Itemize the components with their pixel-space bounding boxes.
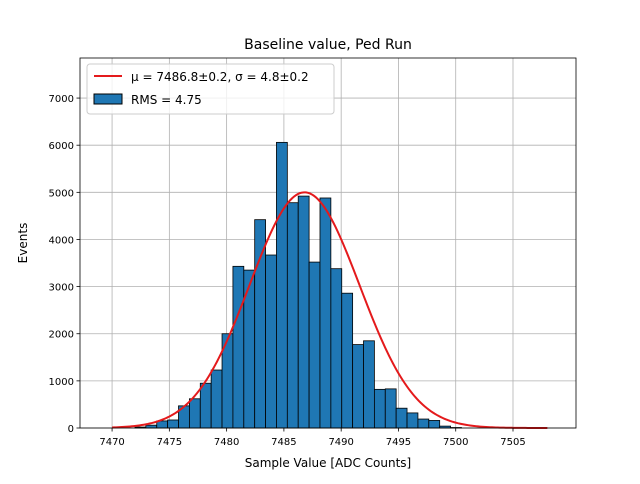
histogram-bar: [385, 389, 396, 428]
x-tick-label: 7505: [500, 437, 525, 448]
x-tick-label: 7485: [271, 437, 296, 448]
legend-fit-label: μ = 7486.8±0.2, σ = 4.8±0.2: [131, 70, 309, 84]
histogram-bar: [266, 255, 277, 428]
x-tick-label: 7495: [386, 437, 411, 448]
y-tick-label: 7000: [49, 94, 74, 105]
legend-histogram-label: RMS = 4.75: [131, 93, 202, 107]
histogram-bar: [407, 413, 418, 428]
histogram-bar: [211, 370, 222, 428]
histogram-bar: [298, 196, 309, 428]
histogram-bar: [189, 399, 200, 428]
histogram-bar: [396, 408, 407, 428]
y-tick-label: 4000: [49, 235, 74, 246]
y-tick-label: 3000: [49, 283, 74, 294]
histogram-bar: [287, 203, 298, 428]
histogram-bar: [364, 341, 375, 428]
y-tick-label: 6000: [49, 141, 74, 152]
histogram-bar: [276, 142, 287, 428]
histogram-bar: [233, 266, 244, 428]
x-tick-label: 7500: [443, 437, 468, 448]
y-tick-label: 5000: [49, 188, 74, 199]
histogram-bar: [374, 389, 385, 428]
x-tick-label: 7490: [328, 437, 353, 448]
x-axis-label: Sample Value [ADC Counts]: [245, 456, 411, 470]
y-tick-label: 0: [68, 424, 74, 435]
histogram-bar: [353, 345, 364, 428]
histogram-bar: [309, 262, 320, 428]
chart-title: Baseline value, Ped Run: [244, 37, 412, 53]
y-tick-label: 1000: [49, 377, 74, 388]
histogram-bar: [320, 198, 331, 428]
y-axis-label: Events: [16, 223, 30, 264]
legend: μ = 7486.8±0.2, σ = 4.8±0.2 RMS = 4.75: [87, 64, 334, 114]
histogram-bar: [168, 420, 179, 428]
histogram-bar: [331, 269, 342, 428]
histogram-bar: [418, 419, 429, 428]
x-tick-label: 7470: [99, 437, 124, 448]
x-tick-label: 7480: [214, 437, 239, 448]
histogram-bar: [146, 425, 157, 428]
histogram-bar: [429, 420, 440, 428]
x-tick-label: 7475: [157, 437, 182, 448]
histogram-bar: [342, 293, 353, 428]
y-tick-label: 2000: [49, 330, 74, 341]
histogram-bar: [200, 383, 211, 428]
legend-histogram-swatch: [94, 94, 122, 104]
